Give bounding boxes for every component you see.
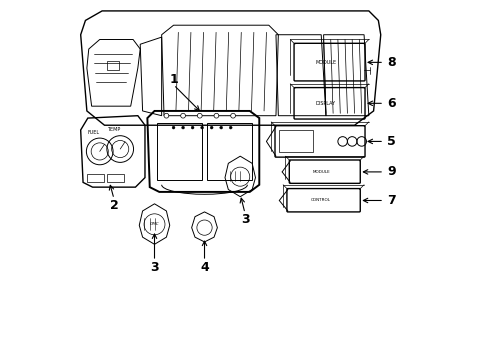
- Bar: [279, 130, 313, 152]
- Circle shape: [220, 126, 222, 129]
- Text: 7: 7: [387, 194, 396, 207]
- Text: 1: 1: [169, 73, 178, 86]
- Circle shape: [210, 126, 213, 129]
- Circle shape: [214, 113, 219, 118]
- Text: FUEL: FUEL: [88, 130, 99, 135]
- Text: GMC: GMC: [149, 222, 159, 226]
- Circle shape: [229, 126, 232, 129]
- Text: DISPLAY: DISPLAY: [316, 101, 336, 106]
- Bar: [207, 123, 252, 180]
- Text: 2: 2: [110, 199, 119, 212]
- Bar: [107, 174, 123, 183]
- Text: 9: 9: [388, 165, 396, 179]
- Circle shape: [231, 113, 236, 118]
- Text: 3: 3: [241, 213, 249, 226]
- Circle shape: [164, 113, 169, 118]
- Circle shape: [181, 113, 185, 118]
- Text: 8: 8: [388, 56, 396, 69]
- Bar: [157, 123, 202, 180]
- Text: CONTROL: CONTROL: [311, 198, 331, 202]
- Circle shape: [172, 126, 175, 129]
- Circle shape: [182, 126, 185, 129]
- Circle shape: [197, 113, 202, 118]
- Text: 5: 5: [387, 135, 396, 148]
- Text: 6: 6: [388, 97, 396, 110]
- Circle shape: [191, 126, 194, 129]
- Text: MODULE: MODULE: [316, 60, 337, 65]
- Text: MODULE: MODULE: [312, 170, 330, 174]
- Text: 4: 4: [200, 261, 209, 274]
- Text: 3: 3: [150, 261, 159, 274]
- Bar: [107, 61, 119, 71]
- Circle shape: [201, 126, 203, 129]
- Bar: [87, 174, 103, 183]
- Text: TEMP: TEMP: [107, 127, 121, 132]
